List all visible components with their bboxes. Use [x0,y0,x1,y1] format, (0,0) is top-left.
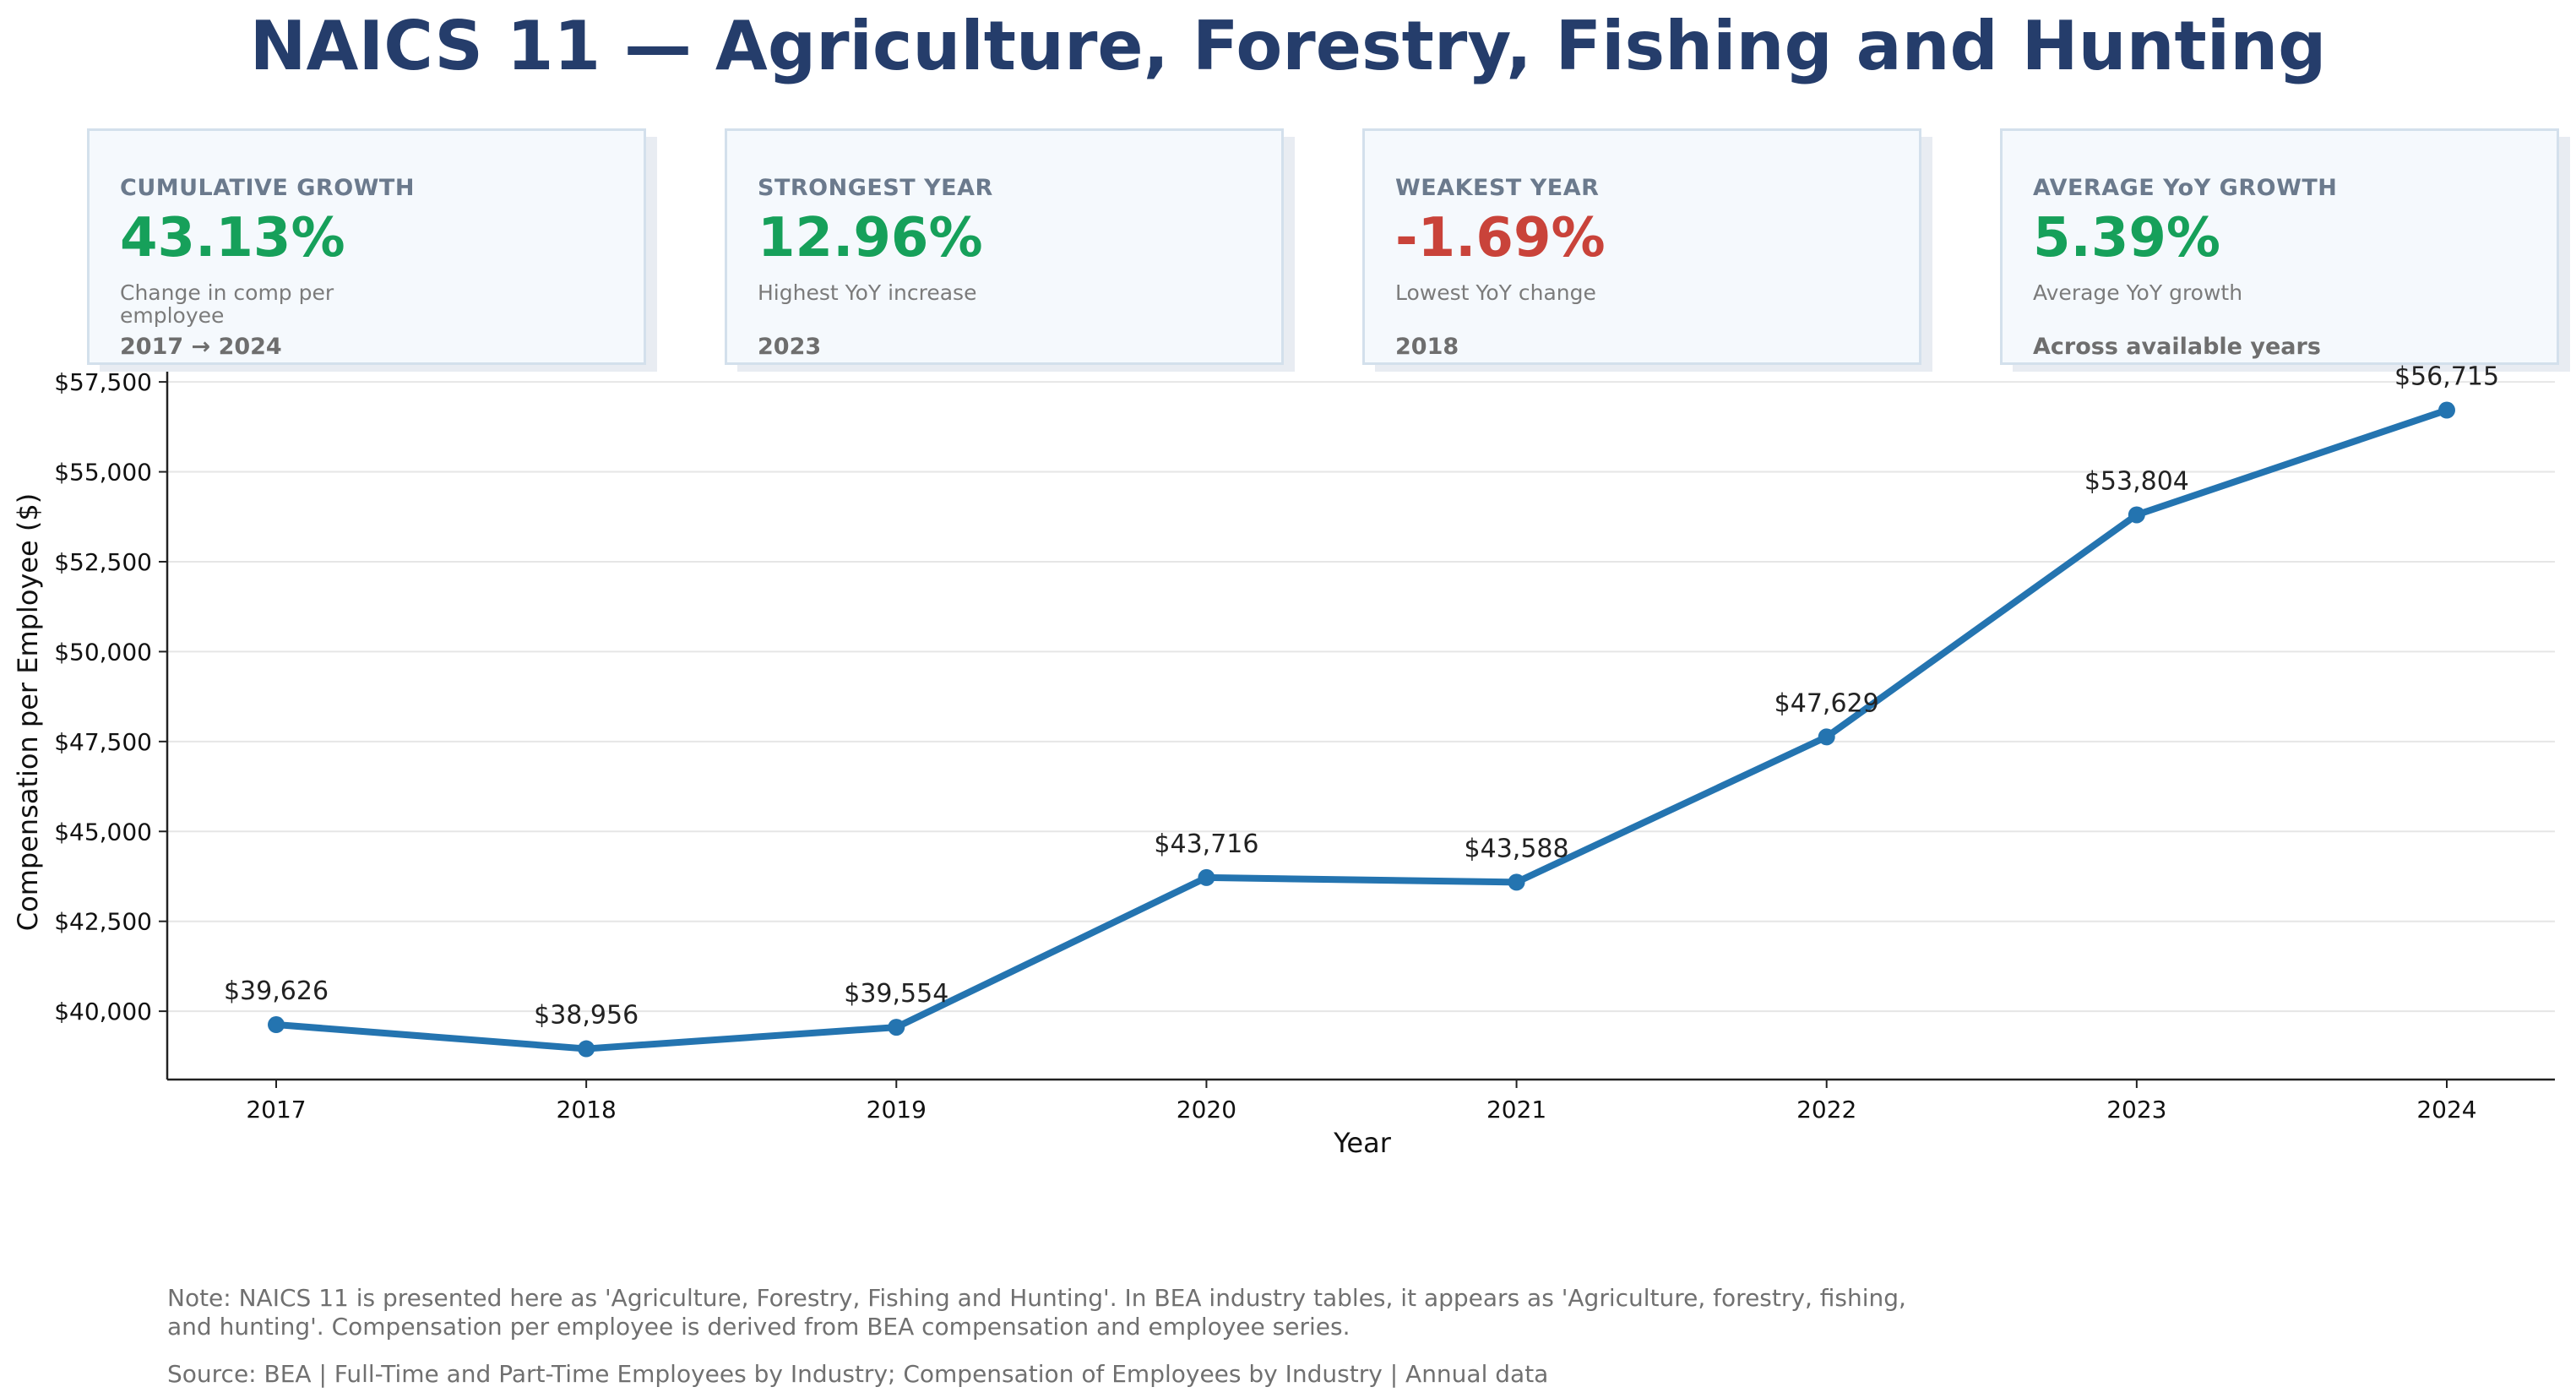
kpi-footnote: 2017 → 2024 [120,334,282,360]
kpi-footnote: 2023 [758,334,822,360]
kpi-footnote: 2018 [1395,334,1459,360]
data-point [268,1016,285,1034]
data-label: $47,629 [1774,688,1879,718]
series-compensation [268,401,2455,1058]
data-point [1198,868,1215,886]
x-tick-label: 2019 [867,1096,927,1123]
y-tick-label: $42,500 [54,908,152,936]
footer-note: Note: NAICS 11 is presented here as 'Agr… [167,1284,1906,1341]
data-label: $43,588 [1465,834,1569,863]
kpi-card-weakest-year: WEAKEST YEAR -1.69% Lowest YoY change 20… [1362,128,1921,365]
kpi-subtitle: Change in comp per employee [120,280,334,328]
kpi-card-average-yoy-growth: AVERAGE YoY GROWTH 5.39% Average YoY gro… [2000,128,2559,365]
x-tick-label: 2017 [246,1096,306,1123]
data-point [2438,401,2455,419]
data-label: $39,626 [224,976,329,1006]
data-label: $39,554 [844,979,948,1009]
kpi-value: -1.69% [1395,207,1606,269]
y-axis-label: Compensation per Employee ($) [12,493,44,931]
kpi-label: AVERAGE YoY GROWTH [2033,175,2338,201]
x-axis-label: Year [1333,1127,1392,1159]
kpi-subtitle: Average YoY growth [2033,280,2243,305]
kpi-subtitle: Lowest YoY change [1395,280,1596,305]
x-tick-label: 2018 [557,1096,617,1123]
kpi-subtitle: Highest YoY increase [758,280,977,305]
x-tick-label: 2020 [1177,1096,1236,1123]
y-tick-label: $40,000 [54,998,152,1025]
page-title: NAICS 11 — Agriculture, Forestry, Fishin… [249,7,2327,85]
y-tick-label: $45,000 [54,818,152,846]
data-point [1508,873,1525,891]
data-label: $53,804 [2084,466,2189,496]
kpi-label: CUMULATIVE GROWTH [120,175,415,201]
x-tick-label: 2022 [1796,1096,1856,1123]
kpi-value: 12.96% [758,207,983,269]
kpi-card-cumulative-growth: CUMULATIVE GROWTH 43.13% Change in comp … [87,128,646,365]
data-point [2128,506,2145,524]
data-label: $43,716 [1154,830,1258,859]
kpi-footnote: Across available years [2033,334,2321,360]
data-labels: $39,626 $38,956 $39,554 $43,716 $43,588 $47,6… [224,362,2499,1031]
data-label: $38,956 [534,1001,639,1031]
kpi-label: STRONGEST YEAR [758,175,993,201]
axes: $40,000 $42,500 $45,000 $47,500 $50,000 $52,5… [54,368,2555,1123]
y-tick-label: $52,500 [54,548,152,576]
y-tick-label: $47,500 [54,728,152,756]
kpi-value: 5.39% [2033,207,2221,269]
x-tick-label: 2021 [1486,1096,1546,1123]
kpi-label: WEAKEST YEAR [1395,175,1600,201]
footer-source: Source: BEA | Full-Time and Part-Time Em… [167,1360,1549,1388]
kpi-card-strongest-year: STRONGEST YEAR 12.96% Highest YoY increa… [725,128,1284,365]
y-tick-label: $55,000 [54,459,152,487]
series-line [273,406,2450,1053]
data-point [578,1040,595,1058]
x-tick-label: 2023 [2106,1096,2166,1123]
data-label: $56,715 [2394,362,2499,392]
kpi-value: 43.13% [120,207,345,269]
data-point [888,1019,905,1036]
y-tick-label: $57,500 [54,368,152,396]
x-tick-label: 2024 [2416,1096,2476,1123]
gridlines [167,381,2555,1013]
data-point [1818,728,1835,746]
y-tick-label: $50,000 [54,638,152,666]
